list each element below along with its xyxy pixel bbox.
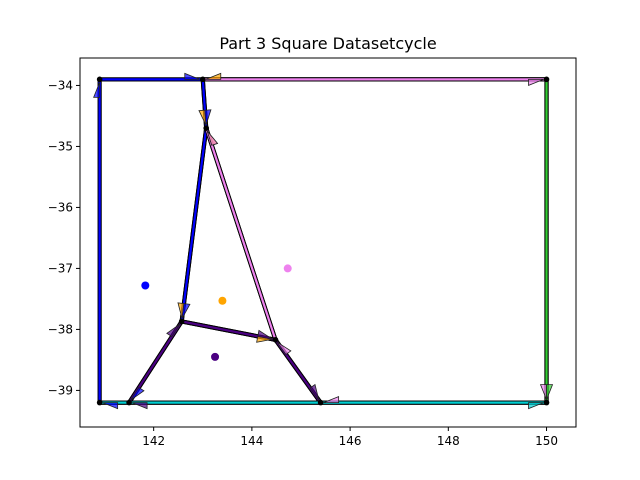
direction-arrow [257,329,273,340]
node-point [96,76,103,83]
direction-arrow [204,109,212,126]
x-tick-label: 146 [339,434,362,448]
centroid-point [218,296,227,305]
x-axis: 142 144 146 148 150 [142,427,558,448]
centroid-point [283,264,292,273]
direction-arrow [309,383,320,401]
direction-arrow [93,82,101,98]
direction-arrow [205,72,222,80]
centroid-point [211,352,220,361]
y-tick-label: −37 [48,261,73,275]
direction-arrow [130,386,145,401]
direction-arrow [166,323,181,338]
node-point [543,76,550,83]
direction-arrow [181,303,191,319]
x-tick-label: 148 [437,434,460,448]
direction-arrow [546,384,554,400]
node-point [272,336,279,343]
direction-arrow [528,402,544,410]
direction-arrows [93,72,554,410]
y-axis: −34 −35 −36 −37 −38 −39 [48,78,80,397]
node-points [96,76,550,406]
centroid-points [141,264,292,361]
y-tick-label: −34 [48,78,73,92]
x-tick-label: 142 [142,434,165,448]
node-point [199,76,206,83]
direction-arrow [131,402,148,410]
centroid-point [141,281,150,290]
y-tick-label: −39 [48,383,73,397]
direction-arrow [206,130,219,146]
direction-arrow [102,402,119,410]
y-tick-label: −36 [48,200,73,214]
direction-arrow [528,78,544,86]
direction-arrow [276,341,292,355]
chart-title: Part 3 Square Datasetcycle [219,34,436,53]
direction-arrow [323,396,340,403]
x-tick-label: 144 [240,434,263,448]
node-point [543,399,550,406]
node-point [317,399,324,406]
direction-arrow [184,72,200,80]
x-tick-label: 150 [535,434,558,448]
node-point [203,125,210,131]
axes-frame [79,57,577,428]
node-point [178,318,185,325]
y-tick-label: −35 [48,139,73,153]
node-point [126,399,132,406]
y-tick-label: −38 [48,322,73,336]
node-point [96,399,103,406]
